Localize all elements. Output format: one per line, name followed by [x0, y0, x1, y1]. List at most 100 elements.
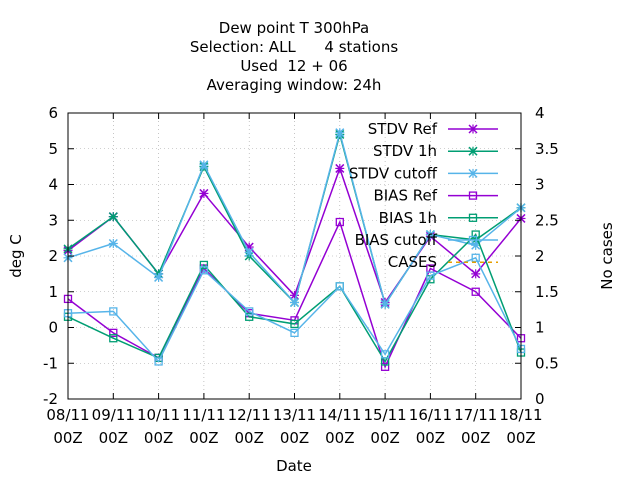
legend-label: BIAS Ref — [373, 187, 437, 205]
x-tick-label: 17/11 — [454, 406, 497, 424]
y-tick-label: 3 — [48, 211, 58, 229]
chart-subtitle-line: Selection: ALL 4 stations — [190, 38, 398, 56]
legend-label: STDV cutoff — [349, 164, 438, 182]
x-axis-label: Date — [276, 457, 312, 475]
y-tick-label: 4 — [48, 176, 58, 194]
x-tick-label: 00Z — [416, 429, 445, 447]
x-tick-label: 15/11 — [363, 406, 406, 424]
data-point — [471, 253, 480, 262]
data-point — [471, 287, 480, 296]
data-point — [108, 212, 118, 222]
y2-tick-label: 1 — [535, 319, 545, 337]
series-line — [67, 131, 522, 307]
data-point — [199, 266, 209, 275]
data-point — [109, 307, 118, 316]
x-tick-label: 11/11 — [182, 406, 225, 424]
series-line — [67, 233, 522, 363]
x-tick-label: 00Z — [461, 429, 490, 447]
x-tick-label: 00Z — [370, 429, 399, 447]
x-tick-label: 00Z — [53, 429, 82, 447]
legend-label: STDV Ref — [368, 120, 438, 138]
y-tick-label: 2 — [48, 247, 58, 265]
x-tick-label: 18/11 — [499, 406, 542, 424]
y-tick-label: -2 — [43, 390, 58, 408]
x-tick-label: 12/11 — [228, 406, 271, 424]
x-tick-label: 00Z — [235, 429, 264, 447]
x-tick-label: 00Z — [280, 429, 309, 447]
y2-tick-label: 2.5 — [535, 211, 559, 229]
legend-marker — [468, 124, 478, 134]
data-point — [199, 160, 209, 170]
x-tick-label: 14/11 — [318, 406, 361, 424]
legend-item: STDV Ref — [368, 120, 498, 138]
axes: -2 0 -1 0.5 0 1 1 1.5 2 2 3 2.5 4 3 5 3.5 6 4 08/11 00Z 09/1… — [43, 104, 559, 447]
legend-item: BIAS 1h — [379, 209, 498, 227]
data-point — [380, 299, 390, 309]
data-point — [380, 350, 390, 359]
y2-tick-label: 2 — [535, 247, 545, 265]
legend-label: STDV 1h — [373, 142, 437, 160]
legend-marker — [468, 235, 478, 245]
data-point — [109, 328, 118, 338]
y2-axis-label: No cases — [598, 222, 616, 290]
data-point — [426, 271, 435, 280]
data-point — [335, 163, 345, 173]
legend-item: STDV cutoff — [349, 164, 498, 182]
legend-marker — [468, 146, 478, 156]
y-axis-label: deg C — [7, 234, 25, 278]
legend-label: BIAS 1h — [379, 209, 437, 227]
y2-tick-label: 3.5 — [535, 140, 559, 158]
data-point — [245, 307, 254, 316]
data-point — [290, 328, 299, 338]
data-point — [245, 312, 254, 321]
data-point — [154, 272, 164, 282]
y-tick-label: 5 — [48, 140, 58, 158]
y-tick-label: 1 — [48, 283, 58, 301]
legend-marker — [468, 213, 478, 222]
y2-tick-label: 0.5 — [535, 354, 559, 372]
data-point — [471, 230, 480, 239]
legend-label: CASES — [388, 253, 437, 271]
x-tick-label: 13/11 — [273, 406, 316, 424]
legend-item: BIAS Ref — [373, 187, 498, 205]
x-tick-label: 00Z — [189, 429, 218, 447]
data-point — [380, 362, 390, 371]
series-layer — [63, 128, 526, 371]
legend-marker — [468, 168, 478, 178]
data-point — [425, 230, 435, 240]
data-point — [199, 188, 209, 198]
legend-item: BIAS cutoff — [355, 231, 498, 249]
data-point — [335, 128, 345, 138]
data-point — [335, 282, 344, 291]
x-tick-label: 10/11 — [137, 406, 180, 424]
y-tick-label: -1 — [43, 354, 58, 372]
chart-subtitle-line: Averaging window: 24h — [207, 76, 382, 94]
data-point — [244, 247, 254, 257]
x-tick-label: 08/11 — [46, 406, 89, 424]
legend: STDV Ref STDV 1h STDV cutoff BIAS Ref BIAS 1… — [349, 120, 498, 271]
legend-label: BIAS cutoff — [355, 231, 438, 249]
y-tick-label: 0 — [48, 319, 58, 337]
data-point — [289, 297, 300, 308]
series-line — [67, 166, 522, 305]
y2-tick-label: 3 — [535, 176, 545, 194]
chart-title-line: Dew point T 300hPa — [219, 19, 369, 37]
y2-tick-label: 4 — [535, 104, 545, 122]
x-tick-label: 00Z — [99, 429, 128, 447]
data-point — [109, 334, 118, 343]
data-point — [154, 357, 163, 366]
legend-item: CASES — [388, 253, 498, 271]
data-point — [108, 238, 118, 249]
series-line — [67, 256, 522, 363]
legend-item: STDV 1h — [373, 142, 498, 160]
x-tick-label: 16/11 — [409, 406, 452, 424]
legend-marker — [468, 191, 478, 200]
data-point — [290, 319, 299, 329]
y2-tick-label: 1.5 — [535, 283, 559, 301]
x-tick-label: 00Z — [506, 429, 535, 447]
x-tick-label: 00Z — [325, 429, 354, 447]
x-tick-label: 00Z — [144, 429, 173, 447]
chart-title: Dew point T 300hPa Selection: ALL 4 stat… — [190, 19, 398, 94]
